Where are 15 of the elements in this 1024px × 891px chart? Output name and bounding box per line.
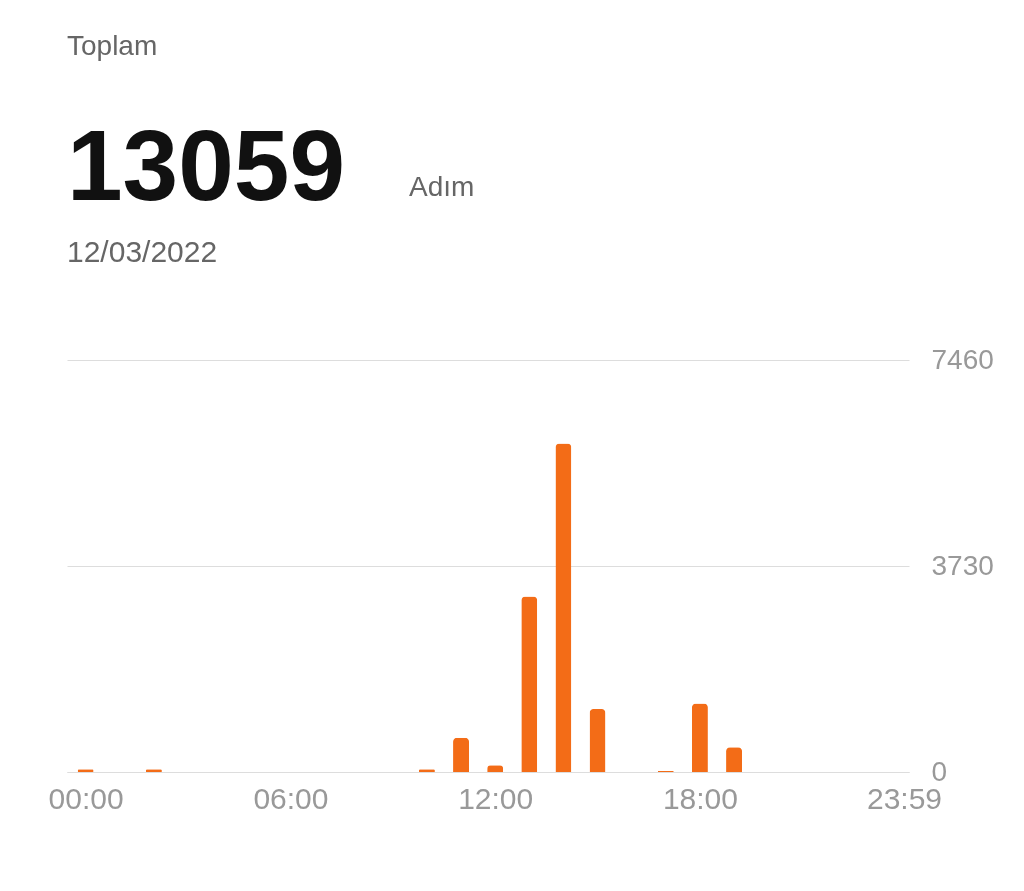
bar <box>453 737 470 772</box>
bar <box>521 596 538 772</box>
x-tick-label: 18:00 <box>662 781 738 815</box>
text: 12/03/2022 <box>67 235 218 268</box>
y-tick-label: 7460 <box>931 343 994 375</box>
chart-title: Toplam <box>67 30 158 61</box>
x-tick-label: 06:00 <box>253 781 329 815</box>
x-tick-label: 00:00 <box>48 781 124 815</box>
x-tick-label: 12:00 <box>458 781 534 815</box>
bar <box>691 703 708 772</box>
text: 13059 <box>67 109 346 221</box>
text: Adım <box>409 171 475 202</box>
bar <box>589 709 606 772</box>
bar <box>555 443 572 772</box>
y-tick-label: 3730 <box>931 549 994 581</box>
